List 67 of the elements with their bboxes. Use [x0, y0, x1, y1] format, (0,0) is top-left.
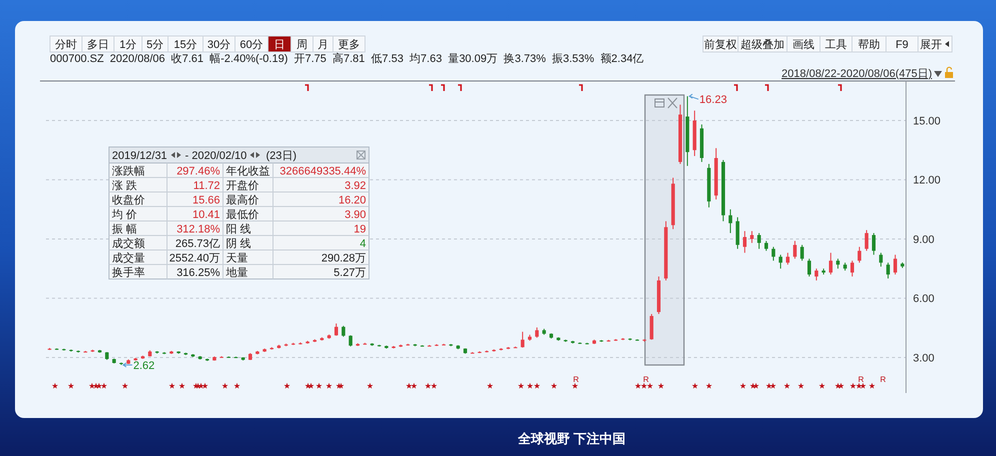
annotation: 3.92	[344, 180, 366, 192]
button: 5分	[142, 36, 168, 52]
button: 画线	[786, 36, 820, 52]
annotation: 涨跌幅	[112, 165, 145, 178]
annotation: 3.90	[344, 208, 366, 221]
y-tick-label: 12.00	[913, 174, 941, 187]
annotation: 312.18%	[176, 223, 220, 236]
annotation: 16.20	[338, 194, 366, 206]
annotation: 297.46%	[176, 165, 220, 178]
button: 30分	[202, 36, 236, 52]
annotation: 成交量	[112, 251, 145, 264]
button: 更多	[332, 36, 366, 52]
button: 展开	[918, 36, 952, 52]
subtitle: 2018/08/22-2020/08/06(475日)	[782, 68, 932, 80]
annotation: R	[858, 375, 864, 384]
button: 60分	[234, 36, 268, 52]
button: 帮助	[852, 36, 886, 52]
annotation: 2019/12/31	[112, 150, 168, 162]
annotation: 涨 跌	[112, 180, 138, 192]
annotation: 振 幅	[112, 223, 138, 236]
button: 前复权	[702, 36, 738, 52]
annotation: 5.27万	[334, 266, 366, 279]
annotation: 16.23	[699, 94, 727, 106]
annotation: 15.66	[192, 194, 220, 206]
annotation: 最高价	[226, 193, 259, 206]
button: 月	[312, 36, 334, 52]
annotation: 2.62	[133, 360, 155, 372]
annotation: 10.41	[192, 208, 220, 221]
annotation: 换手率	[112, 266, 145, 279]
annotation: 4	[360, 238, 366, 250]
annotation: 地量	[225, 266, 248, 279]
annotation: 3266649335.44%	[280, 165, 366, 178]
button: 周	[290, 36, 314, 52]
title: 000700.SZ 2020/08/06 收7.61 幅-2.40%(-0.19) 开7.75 高7.81 低7.53 均7.63 量30.09万 换3.73% 振3.53% 额2.34亿	[50, 53, 644, 65]
annotation: - 2020/02/10	[185, 150, 247, 162]
annotation: 成交额	[112, 236, 145, 250]
annotation: 290.28万	[321, 252, 366, 264]
annotation: R	[573, 375, 580, 384]
button: 15分	[168, 36, 204, 52]
annotation: 阳 线	[226, 222, 252, 236]
annotation: R	[880, 375, 886, 384]
annotation: 阴 线	[226, 236, 252, 250]
annotation: 最低价	[226, 208, 259, 221]
button: 多日	[82, 36, 114, 52]
button: 超级叠加	[738, 36, 788, 52]
button: 分时	[50, 36, 82, 52]
button: 1分	[114, 36, 142, 52]
annotation: 11.72	[193, 180, 220, 192]
annotation: 开盘价	[226, 180, 259, 192]
annotation: (23日)	[266, 150, 297, 162]
annotation: 316.25%	[176, 266, 220, 279]
text: 全球视野 下注中国	[517, 431, 626, 446]
y-tick-label: 9.00	[913, 234, 934, 246]
button: 工具	[820, 36, 852, 52]
button: F9	[886, 36, 918, 52]
annotation: 2552.40万	[169, 252, 220, 264]
annotation: R	[643, 375, 650, 384]
annotation: 19	[354, 223, 366, 236]
button: 日	[268, 36, 292, 52]
annotation: 天量	[226, 252, 248, 264]
y-tick-label: 6.00	[913, 293, 934, 306]
y-tick-label: 15.00	[913, 116, 941, 128]
y-tick-label: 3.00	[913, 352, 934, 364]
annotation: 265.73亿	[175, 238, 220, 250]
annotation: 均 价	[111, 208, 138, 221]
annotation: 年化收益	[226, 165, 270, 178]
annotation: 收盘价	[112, 194, 145, 206]
